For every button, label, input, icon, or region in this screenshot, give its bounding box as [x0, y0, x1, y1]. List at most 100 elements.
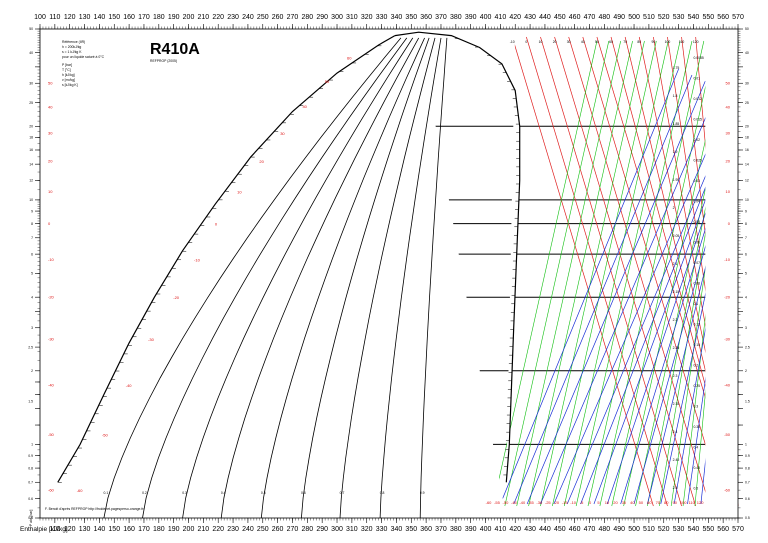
x-tick-label-bottom: 420: [509, 526, 521, 533]
bottom-temp-label: -20: [553, 500, 560, 505]
x-tick-label-bottom: 360: [420, 526, 432, 533]
x-tick-label-top: 280: [301, 14, 313, 21]
bottom-temp-label: 20: [613, 500, 618, 505]
left-temp-label: -30: [48, 336, 55, 341]
liquid-isotherm-label: -30: [148, 337, 155, 342]
x-axis-label: Enthalpie [kJ/kg]: [20, 526, 68, 533]
specific-volume-label: 0.015: [693, 118, 702, 122]
superheat-temp-label: 110: [679, 40, 685, 44]
y-tick-label-right: 40: [745, 51, 749, 55]
right-temp-label: 30: [726, 130, 731, 135]
bottom-temp-label: -25: [545, 500, 552, 505]
saturated-vapor-curve: [394, 31, 521, 483]
bottom-temp-label: 100: [680, 500, 687, 505]
reference-line-1: Référence (IIR): [62, 40, 85, 44]
y-axis-label: P abs [bar]: [29, 510, 33, 526]
specific-volume-label: 0.25: [693, 384, 700, 388]
y-tick-label-right: 0.6: [745, 497, 750, 501]
superheat-temp-label: 0: [525, 40, 527, 44]
x-tick-label-top: 290: [316, 14, 328, 21]
y-tick-label-left: 25: [29, 101, 33, 105]
y-tick-label-left: 0.7: [28, 480, 33, 484]
x-tick-label-top: 160: [123, 14, 135, 21]
entropy-label: 2.25: [673, 346, 680, 350]
y-tick-label-left: 12: [29, 179, 33, 183]
x-tick-label-bottom: 250: [257, 526, 269, 533]
y-tick-label-right: 5: [745, 272, 747, 276]
right-temp-label: -40: [724, 382, 731, 387]
x-tick-label-bottom: 510: [643, 526, 655, 533]
x-tick-label-top: 210: [198, 14, 210, 21]
x-tick-label-top: 480: [598, 14, 610, 21]
superheat-region: [40, 29, 739, 518]
x-tick-label-bottom: 570: [732, 526, 744, 533]
x-tick-label-top: 390: [465, 14, 477, 21]
x-tick-label-top: 130: [79, 14, 91, 21]
x-tick-label-top: 220: [212, 14, 224, 21]
liquid-isotherm-label: -60: [77, 488, 84, 493]
x-tick-label-top: 300: [331, 14, 343, 21]
right-temp-label: -60: [724, 488, 731, 493]
isentrope-line: [513, 74, 693, 505]
entropy-label: 2.05: [673, 234, 680, 238]
x-tick-label-top: 380: [450, 14, 462, 21]
x-tick-label-bottom: 130: [79, 526, 91, 533]
isochore-line: [552, 40, 657, 507]
superheat-temp-label: 50: [595, 40, 599, 44]
isochore-line: [587, 40, 693, 507]
bottom-temp-label: 0: [589, 500, 592, 505]
isochore-line: [563, 40, 669, 507]
superheat-temp-label: 120: [693, 40, 699, 44]
entropy-label: 1.95: [673, 178, 680, 182]
x-tick-label-top: 360: [420, 14, 432, 21]
x-tick-label-bottom: 160: [123, 526, 135, 533]
isotherm-line: [582, 36, 725, 507]
liquid-isotherm-label: -10: [194, 258, 201, 263]
y-tick-label-left: 1: [31, 443, 33, 447]
quality-label: 0.2: [142, 491, 147, 495]
liquid-isotherm-label: -20: [173, 295, 180, 300]
isochore-line: [528, 40, 633, 507]
quality-label: 0.7: [340, 491, 345, 495]
superheat-temp-label: 30: [567, 40, 571, 44]
entropy-label: 2.3: [673, 374, 678, 378]
specific-volume-label: 0.06: [693, 241, 700, 245]
entropy-label: 2: [673, 206, 675, 210]
x-tick-label-top: 510: [643, 14, 655, 21]
specific-volume-label: 0.03: [693, 179, 700, 183]
x-tick-label-bottom: 290: [316, 526, 328, 533]
y-tick-label-left: 6: [31, 252, 33, 256]
superheat-temp-label: 100: [665, 40, 671, 44]
specific-volume-label: 0.07: [693, 261, 700, 265]
bottom-temp-label: -30: [536, 500, 543, 505]
x-tick-label-top: 520: [658, 14, 670, 21]
right-temp-label: -30: [724, 336, 731, 341]
y-tick-label-right: 8: [745, 222, 747, 226]
x-tick-label-bottom: 560: [717, 526, 729, 533]
x-tick-label-bottom: 480: [598, 526, 610, 533]
quality-label: 0.4: [221, 491, 226, 495]
right-temp-label: -50: [724, 432, 731, 437]
x-tick-label-bottom: 240: [242, 526, 254, 533]
y-tick-label-right: 0.8: [745, 466, 750, 470]
specific-volume-label: 0.08: [693, 282, 700, 286]
x-tick-label-top: 430: [524, 14, 536, 21]
saturated-liquid-curve: [57, 35, 396, 483]
x-tick-label-bottom: 430: [524, 526, 536, 533]
x-tick-label-top: 500: [628, 14, 640, 21]
axes-frame: 100 110 120 130 140 150 160 170 180 190 200 210 220 2…: [28, 14, 750, 533]
x-tick-label-top: 310: [346, 14, 358, 21]
specific-volume-label: 0.35: [693, 425, 700, 429]
x-tick-label-top: 330: [376, 14, 388, 21]
quality-line: [301, 37, 430, 519]
specific-volume-label: 0.2: [693, 364, 698, 368]
entropy-label: 1.85: [673, 122, 680, 126]
y-tick-label-right: 10: [745, 198, 749, 202]
x-tick-label-top: 320: [361, 14, 373, 21]
y-tick-label-left: 14: [29, 162, 33, 166]
right-temp-label: 10: [726, 189, 731, 194]
x-tick-label-top: 570: [732, 14, 744, 21]
y-tick-label-right: 16: [745, 148, 749, 152]
left-temp-label: 40: [48, 104, 53, 109]
